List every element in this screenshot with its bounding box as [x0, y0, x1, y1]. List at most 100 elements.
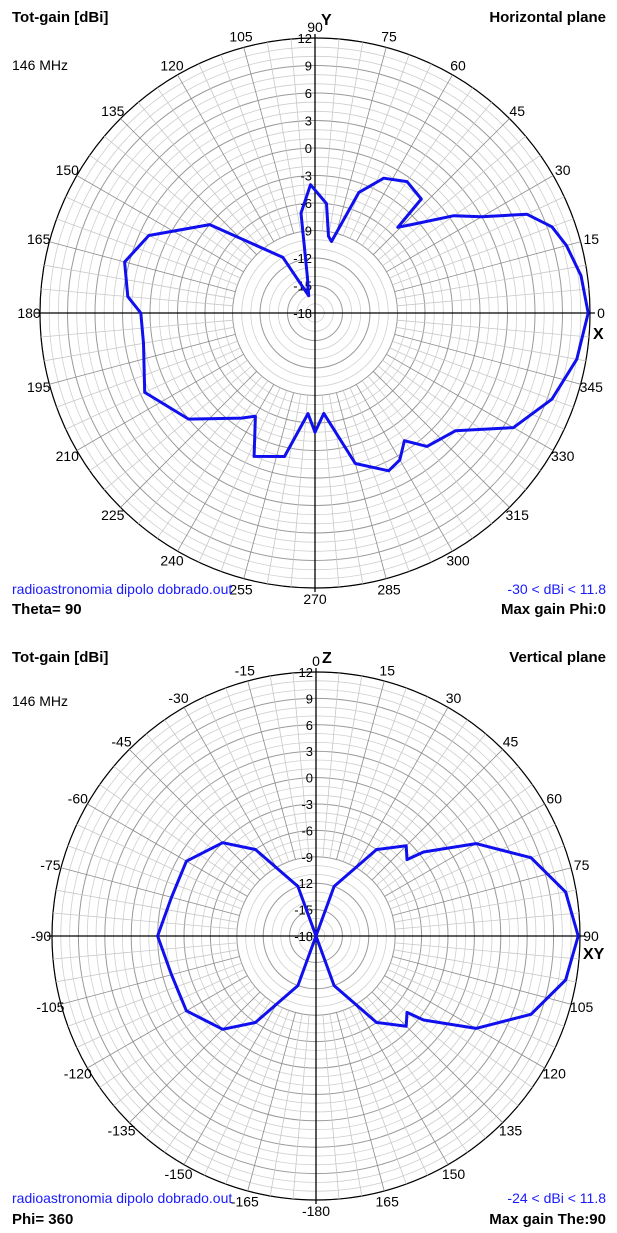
grid-spoke: [394, 241, 581, 292]
angle-label: 30: [446, 690, 462, 706]
angle-label: 195: [27, 379, 51, 395]
grid-spoke: [371, 991, 503, 1123]
grid-spoke: [389, 196, 565, 279]
radial-tick-label: 6: [305, 86, 312, 101]
grid-spoke: [76, 175, 244, 273]
grid-spoke: [120, 118, 257, 255]
grid-spoke: [129, 749, 261, 881]
angle-label: 285: [377, 581, 401, 597]
grid-spoke: [380, 784, 533, 891]
radial-tick-label: -18: [294, 929, 313, 944]
grid-spoke: [367, 375, 493, 524]
grid-spoke: [392, 340, 574, 408]
angle-label: 300: [446, 553, 470, 569]
angle-label: 15: [584, 231, 600, 247]
angle-label: -60: [68, 791, 88, 807]
chart-title: Vertical plane: [509, 649, 606, 666]
grid-spoke: [392, 867, 572, 916]
grid-spoke: [342, 54, 410, 236]
grid-spoke: [99, 981, 252, 1088]
grid-spoke: [198, 63, 281, 239]
angle-label: 60: [546, 791, 562, 807]
grid-spoke: [349, 63, 432, 239]
grid-spoke: [89, 154, 248, 267]
max-gain-label: Max gain Phi:0: [501, 601, 606, 618]
grid-spoke: [67, 845, 242, 910]
grid-spoke: [393, 889, 577, 923]
radial-tick-label: -12: [293, 251, 312, 266]
grid-spoke: [104, 365, 253, 491]
grid-spoke: [329, 675, 363, 859]
radial-tick-label: -9: [300, 224, 312, 239]
grid-spoke: [76, 969, 245, 1048]
grid-spoke: [137, 375, 263, 524]
angle-label: -120: [64, 1066, 92, 1082]
grid-spoke: [384, 803, 545, 897]
grid-spoke: [342, 687, 407, 862]
pattern-line: [156, 841, 580, 1031]
grid-spoke: [164, 1000, 271, 1153]
grid-spoke: [336, 1012, 385, 1192]
grid-spoke: [243, 392, 294, 579]
radial-tick-label: -18: [293, 306, 312, 321]
grid-spoke: [87, 975, 248, 1069]
grid-spoke: [145, 733, 266, 876]
grid-spoke: [382, 154, 541, 267]
grid-spoke: [366, 996, 487, 1139]
angle-label: -15: [235, 662, 255, 678]
angle-label: -75: [40, 857, 60, 873]
grid-spoke: [397, 319, 590, 338]
grid-spoke: [292, 672, 310, 858]
radial-tick-label: 6: [306, 718, 313, 733]
grid-spoke: [390, 845, 565, 910]
grid-spoke: [220, 390, 288, 572]
radial-tick-label: 3: [305, 114, 312, 129]
axis-name-x: X: [593, 326, 604, 343]
grid-spoke: [55, 949, 239, 983]
vertical-plane-chart: 0153045607590105120135150165-180-165-150…: [12, 649, 606, 1228]
grid-spoke: [60, 956, 240, 1005]
frequency-label: 146 MHz: [12, 693, 68, 709]
grid-spoke: [49, 334, 236, 385]
grid-spoke: [225, 687, 290, 862]
grid-spoke: [87, 803, 248, 897]
grid-spoke: [380, 981, 533, 1088]
grid-spoke: [269, 675, 303, 859]
pattern-line: [123, 176, 590, 473]
angle-label: 45: [503, 734, 519, 750]
grid-spoke: [387, 824, 556, 903]
grid-spoke: [349, 1007, 428, 1176]
grid-spoke: [361, 719, 468, 872]
grid-spoke: [40, 319, 233, 338]
grid-spoke: [376, 986, 519, 1107]
angle-label: 75: [574, 857, 590, 873]
grid-spoke: [355, 384, 453, 552]
chart-title: Horizontal plane: [489, 9, 606, 26]
angle-label: -30: [168, 690, 188, 706]
grid-spoke: [393, 949, 577, 983]
grid-spoke: [329, 1013, 363, 1197]
grid-spoke: [65, 196, 241, 279]
radial-tick-label: 3: [306, 744, 313, 759]
angle-label: 210: [56, 448, 80, 464]
grid-spoke: [390, 962, 565, 1027]
grid-spoke: [349, 696, 428, 865]
grid-spoke: [292, 1014, 310, 1200]
grid-spoke: [60, 867, 240, 916]
grid-spoke: [322, 672, 340, 858]
grid-spoke: [389, 347, 565, 430]
angle-label: 315: [506, 507, 530, 523]
grid-spoke: [394, 334, 581, 385]
grid-spoke: [290, 395, 309, 588]
max-gain-label: Max gain The:90: [489, 1211, 606, 1228]
grid-spoke: [67, 962, 242, 1027]
angle-labels: 0153045607590105120135150165-180-165-150…: [31, 653, 599, 1219]
grid-spoke: [44, 326, 234, 362]
quantity-label: Tot-gain [dBi]: [12, 649, 108, 666]
grid-spoke: [40, 288, 233, 307]
angle-label: 345: [580, 379, 604, 395]
angle-label: 135: [101, 103, 125, 119]
angle-label: 30: [555, 162, 571, 178]
grid-spoke: [367, 102, 493, 251]
